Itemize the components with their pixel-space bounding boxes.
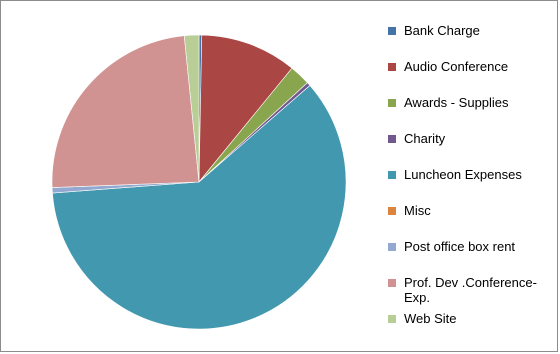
legend-swatch xyxy=(388,207,396,215)
legend-swatch xyxy=(388,27,396,35)
pie-slice-prof-dev-conference-exp xyxy=(51,35,200,188)
pie-chart xyxy=(51,34,347,330)
legend: Bank Charge Audio Conference Awards - Supp… xyxy=(388,1,558,353)
legend-label: Post office box rent xyxy=(404,239,516,254)
legend-swatch xyxy=(388,135,396,143)
legend-label: Bank Charge xyxy=(404,23,480,38)
legend-swatch xyxy=(388,63,396,71)
legend-swatch xyxy=(388,279,396,287)
legend-swatch xyxy=(388,171,396,179)
legend-label: Misc xyxy=(404,203,431,218)
legend-label: Awards - Supplies xyxy=(404,95,509,110)
pie-slice-luncheon-expenses xyxy=(52,85,347,330)
legend-label: Prof. Dev .Conference-Exp. xyxy=(404,275,537,305)
legend-label: Luncheon Expenses xyxy=(404,167,522,182)
legend-swatch xyxy=(388,99,396,107)
legend-swatch xyxy=(388,315,396,323)
legend-label: Web Site xyxy=(404,311,457,326)
legend-label: Audio Conference xyxy=(404,59,509,74)
pie-slice-audio-conference xyxy=(198,34,293,183)
pie-slice-web-site xyxy=(183,34,200,183)
legend-swatch xyxy=(388,243,396,251)
legend-label: Charity xyxy=(404,131,446,146)
